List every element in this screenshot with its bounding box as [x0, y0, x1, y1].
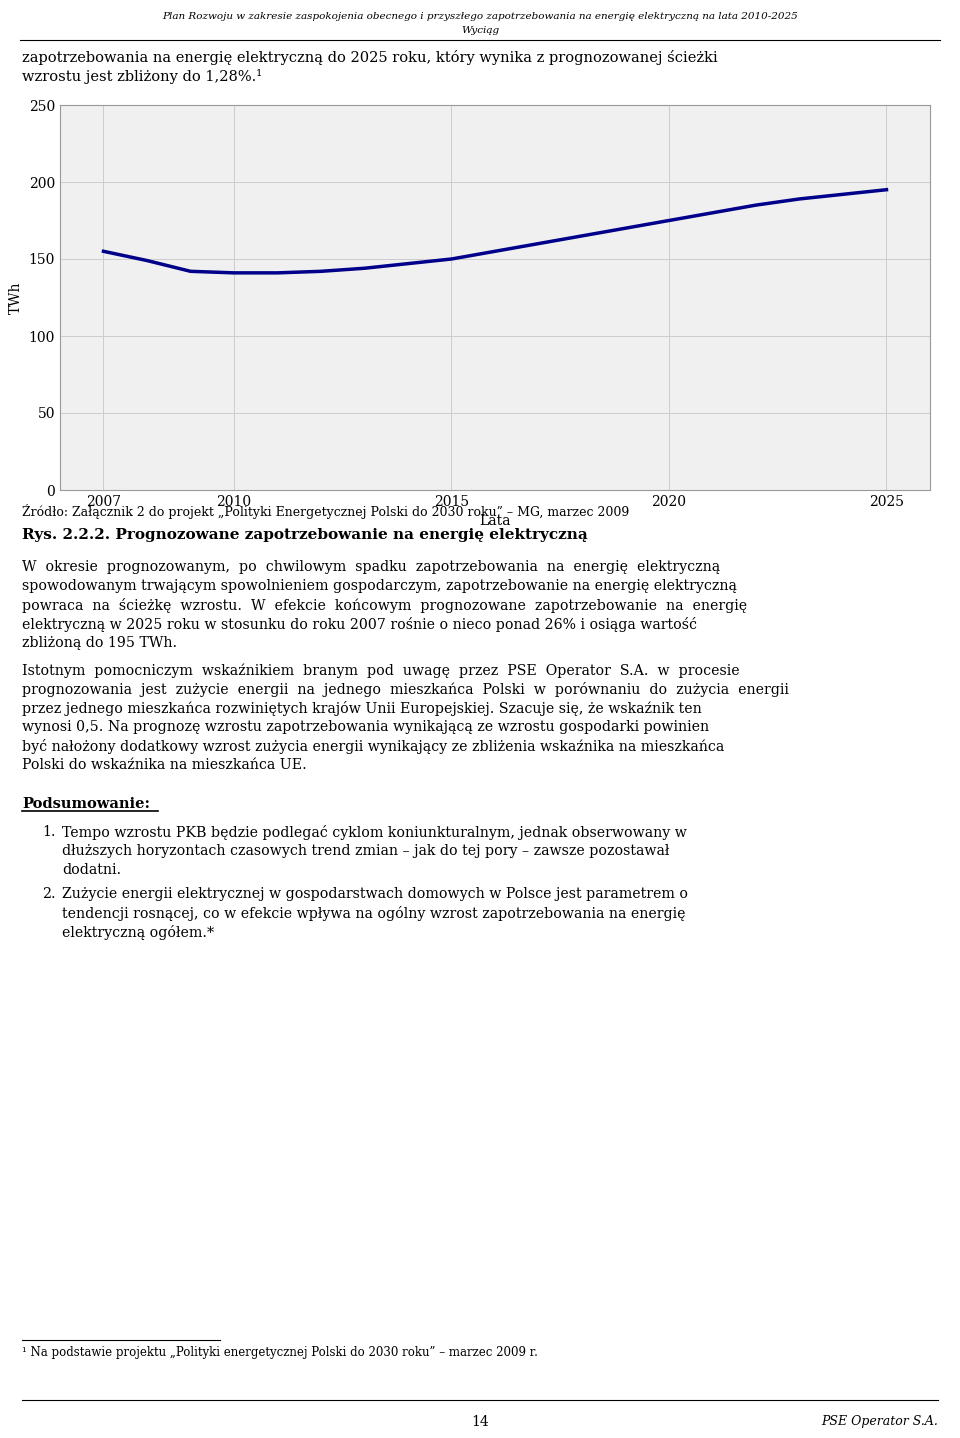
Text: wzrostu jest zbliżony do 1,28%.¹: wzrostu jest zbliżony do 1,28%.¹: [22, 69, 262, 83]
Text: 1.: 1.: [42, 825, 56, 838]
Text: powraca  na  ścieżkę  wzrostu.  W  efekcie  końcowym  prognozowane  zapotrzebowa: powraca na ścieżkę wzrostu. W efekcie ko…: [22, 598, 747, 613]
Text: prognozowania  jest  zużycie  energii  na  jednego  mieszkańca  Polski  w  porów: prognozowania jest zużycie energii na je…: [22, 682, 789, 697]
Y-axis label: TWh: TWh: [10, 282, 23, 313]
Text: 2.: 2.: [42, 887, 56, 902]
Text: Wyciąg: Wyciąg: [461, 26, 499, 35]
Text: dłuższych horyzontach czasowych trend zmian – jak do tej pory – zawsze pozostawa: dłuższych horyzontach czasowych trend zm…: [62, 844, 669, 858]
Text: Tempo wzrostu PKB będzie podlegać cyklom koniunkturalnym, jednak obserwowany w: Tempo wzrostu PKB będzie podlegać cyklom…: [62, 825, 686, 840]
Text: Istotnym  pomocniczym  wskaźnikiem  branym  pod  uwagę  przez  PSE  Operator  S.: Istotnym pomocniczym wskaźnikiem branym …: [22, 663, 739, 677]
Text: ¹ Na podstawie projektu „Polityki energetycznej Polski do 2030 roku” – marzec 20: ¹ Na podstawie projektu „Polityki energe…: [22, 1346, 538, 1359]
Text: zapotrzebowania na energię elektryczną do 2025 roku, który wynika z prognozowane: zapotrzebowania na energię elektryczną d…: [22, 50, 718, 65]
Text: PSE Operator S.A.: PSE Operator S.A.: [821, 1415, 938, 1428]
Text: dodatni.: dodatni.: [62, 863, 121, 877]
Text: tendencji rosnącej, co w efekcie wpływa na ogólny wzrost zapotrzebowania na ener: tendencji rosnącej, co w efekcie wpływa …: [62, 906, 685, 920]
Text: Zużycie energii elektrycznej w gospodarstwach domowych w Polsce jest parametrem : Zużycie energii elektrycznej w gospodars…: [62, 887, 688, 902]
Text: przez jednego mieszkańca rozwiniętych krajów Unii Europejskiej. Szacuje się, że : przez jednego mieszkańca rozwiniętych kr…: [22, 700, 702, 716]
Text: elektryczną w 2025 roku w stosunku do roku 2007 rośnie o nieco ponad 26% i osiąg: elektryczną w 2025 roku w stosunku do ro…: [22, 617, 697, 631]
Text: 14: 14: [471, 1415, 489, 1429]
Text: elektryczną ogółem.*: elektryczną ogółem.*: [62, 925, 214, 940]
Text: zbliżoną do 195 TWh.: zbliżoną do 195 TWh.: [22, 636, 178, 650]
Text: W  okresie  prognozowanym,  po  chwilowym  spadku  zapotrzebowania  na  energię : W okresie prognozowanym, po chwilowym sp…: [22, 559, 720, 574]
Text: Rys. 2.2.2. Prognozowane zapotrzebowanie na energię elektryczną: Rys. 2.2.2. Prognozowane zapotrzebowanie…: [22, 528, 588, 542]
Text: wynosi 0,5. Na prognozę wzrostu zapotrzebowania wynikającą ze wzrostu gospodarki: wynosi 0,5. Na prognozę wzrostu zapotrze…: [22, 720, 709, 733]
Text: Źródło: Załącznik 2 do projekt „Polityki Energetycznej Polski do 2030 roku” – MG: Źródło: Załącznik 2 do projekt „Polityki…: [22, 503, 629, 519]
Text: być nałożony dodatkowy wzrost zużycia energii wynikający ze zbliżenia wskaźnika : być nałożony dodatkowy wzrost zużycia en…: [22, 739, 724, 754]
Text: Plan Rozwoju w zakresie zaspokojenia obecnego i przyszłego zapotrzebowania na en: Plan Rozwoju w zakresie zaspokojenia obe…: [162, 12, 798, 22]
Text: spowodowanym trwającym spowolnieniem gospodarczym, zapotrzebowanie na energię el: spowodowanym trwającym spowolnieniem gos…: [22, 580, 737, 592]
Text: Podsumowanie:: Podsumowanie:: [22, 797, 150, 811]
X-axis label: Lata: Lata: [479, 515, 511, 528]
Text: Polski do wskaźnika na mieszkańca UE.: Polski do wskaźnika na mieszkańca UE.: [22, 758, 307, 772]
